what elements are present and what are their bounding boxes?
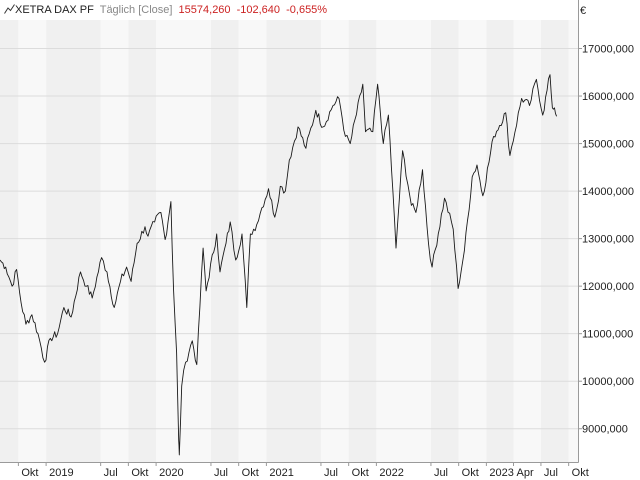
- time-band: [18, 20, 47, 462]
- time-band: [513, 20, 541, 462]
- axes: [0, 0, 579, 463]
- y-tick-label: 10000,000: [582, 376, 634, 388]
- price-change-percent: -0,655%: [286, 4, 328, 16]
- time-bands: [0, 20, 578, 462]
- x-tick-label: Okt: [242, 467, 259, 479]
- x-tick-label: 2020: [159, 467, 183, 479]
- time-band: [128, 20, 157, 462]
- time-band: [100, 20, 129, 462]
- y-tick-label: 16000,000: [582, 91, 634, 103]
- instrument-name[interactable]: XETRA DAX PF: [15, 4, 94, 16]
- price-change: -102,640: [236, 4, 281, 16]
- y-axis-ticks: 9000,000 10000,000 11000,000 12000,000 13000…: [578, 44, 634, 436]
- x-tick-label: Jul: [324, 467, 338, 479]
- series-layer: [0, 74, 558, 456]
- x-tick-label: Okt: [572, 467, 589, 479]
- time-band: [156, 20, 211, 462]
- line-chart-icon[interactable]: [4, 4, 15, 14]
- x-tick-label: Jul: [104, 467, 118, 479]
- last-price: 15574,260: [178, 4, 231, 16]
- time-band: [568, 20, 578, 462]
- x-tick-label: 2022: [379, 467, 403, 479]
- y-tick-label: 11000,000: [582, 329, 633, 341]
- x-tick-label: Apr: [517, 467, 534, 479]
- y-tick-label: 14000,000: [582, 186, 634, 198]
- series-line: [0, 74, 558, 456]
- time-band: [0, 20, 19, 462]
- x-tick-label: Okt: [21, 467, 38, 479]
- y-tick-label: 13000,000: [582, 234, 634, 246]
- y-tick-label: 17000,000: [582, 44, 634, 56]
- x-tick-label: Okt: [131, 467, 148, 479]
- time-band: [266, 20, 321, 462]
- x-tick-label: 2021: [269, 467, 293, 479]
- time-band: [46, 20, 101, 462]
- x-tick-label: 2019: [49, 467, 73, 479]
- x-tick-label: 2023: [489, 467, 513, 479]
- time-band: [210, 20, 239, 462]
- x-tick-label: Okt: [352, 467, 369, 479]
- x-tick-label: Jul: [544, 467, 558, 479]
- time-band: [376, 20, 431, 462]
- time-band: [348, 20, 377, 462]
- time-band: [486, 20, 514, 462]
- currency-label: €: [580, 5, 586, 17]
- time-band: [458, 20, 487, 462]
- x-axis-ticks: Okt 2019 Jul Okt 2020 Jul Okt 2021 Jul Okt 2022 Jul…: [17, 462, 589, 479]
- time-band: [238, 20, 267, 462]
- chart-header: XETRA DAX PF Täglich [Close] 15574,260 -…: [4, 3, 330, 17]
- y-tick-label: 15000,000: [582, 139, 634, 151]
- y-tick-label: 12000,000: [582, 281, 634, 293]
- x-tick-label: Jul: [434, 467, 448, 479]
- grid-lines: [0, 48, 578, 430]
- x-tick-label: Jul: [214, 467, 228, 479]
- time-band: [320, 20, 349, 462]
- time-band: [540, 20, 569, 462]
- interval-label[interactable]: Täglich [Close]: [99, 4, 173, 16]
- y-tick-label: 9000,000: [582, 424, 628, 436]
- x-tick-label: Okt: [462, 467, 479, 479]
